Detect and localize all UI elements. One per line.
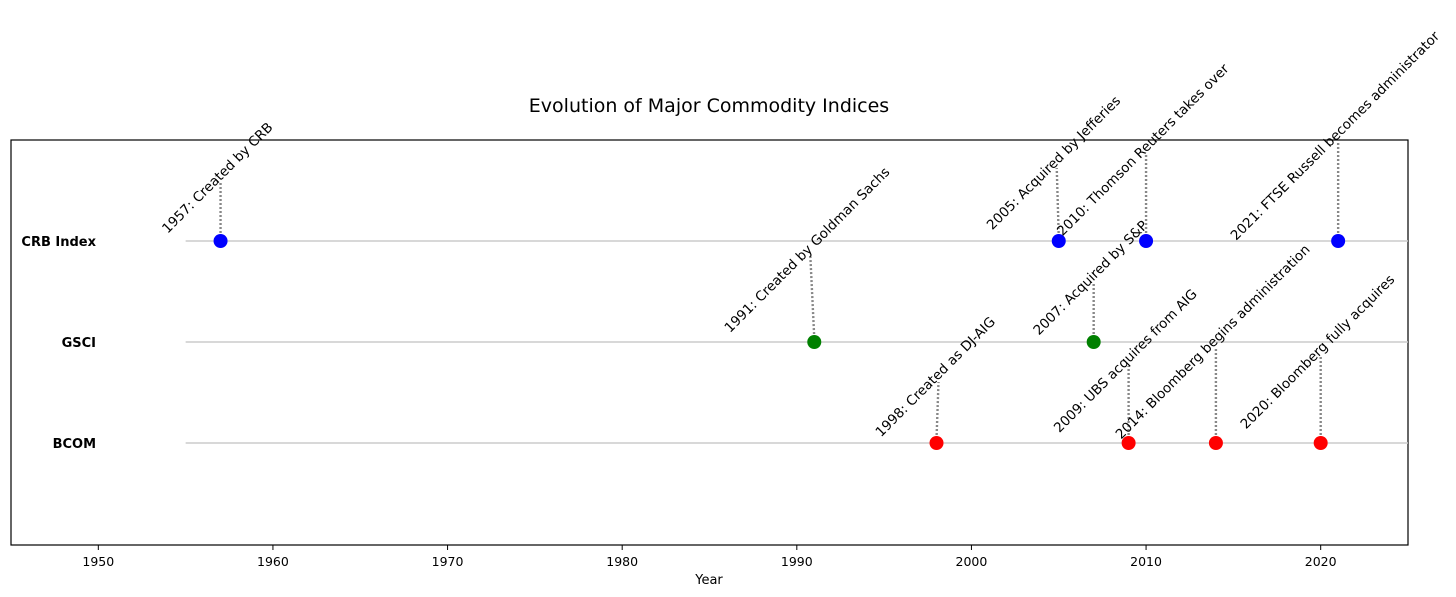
event-point: [1331, 234, 1346, 248]
row-label: BCOM: [53, 437, 96, 452]
event-point: [929, 436, 944, 450]
x-tick-label: 2000: [956, 554, 988, 569]
x-tick-label: 1960: [257, 554, 289, 569]
x-tick-label: 1980: [606, 554, 638, 569]
event-point: [1051, 234, 1066, 248]
event-connector: [1055, 167, 1060, 238]
x-tick-label: 1950: [82, 554, 114, 569]
event-point: [1313, 436, 1328, 450]
x-tick-label: 1970: [432, 554, 464, 569]
x-axis-label: Year: [694, 573, 723, 588]
event-point: [807, 335, 822, 349]
event-point: [213, 234, 228, 248]
event-annotation: 1957: Created by CRB: [159, 120, 276, 237]
event-annotation: 2009: UBS acquires from AIG: [1051, 286, 1201, 436]
event-annotation: 2021: FTSE Russell becomes administrator: [1228, 28, 1444, 244]
event-annotation: 2005: Acquired by Jefferies: [984, 93, 1124, 233]
event-point: [1086, 335, 1101, 349]
row-label: GSCI: [62, 336, 96, 351]
event-annotation: 2007: Acquired by S&P: [1030, 218, 1151, 339]
event-point: [1121, 436, 1136, 450]
x-tick-label: 2020: [1305, 554, 1337, 569]
x-tick-label: 2010: [1130, 554, 1162, 569]
event-annotation: 2010: Thomson Reuters takes over: [1054, 61, 1233, 240]
row-label: CRB Index: [21, 235, 96, 250]
event-connector: [809, 254, 816, 339]
event-point: [1139, 234, 1154, 248]
x-tick-label: 1990: [781, 554, 813, 569]
event-annotation: 1991: Created by Goldman Sachs: [722, 164, 894, 336]
event-annotation: 1998: Created as DJ-AIG: [873, 314, 999, 440]
chart-title: Evolution of Major Commodity Indices: [529, 95, 889, 117]
event-connector: [935, 381, 940, 440]
event-point: [1208, 436, 1223, 450]
